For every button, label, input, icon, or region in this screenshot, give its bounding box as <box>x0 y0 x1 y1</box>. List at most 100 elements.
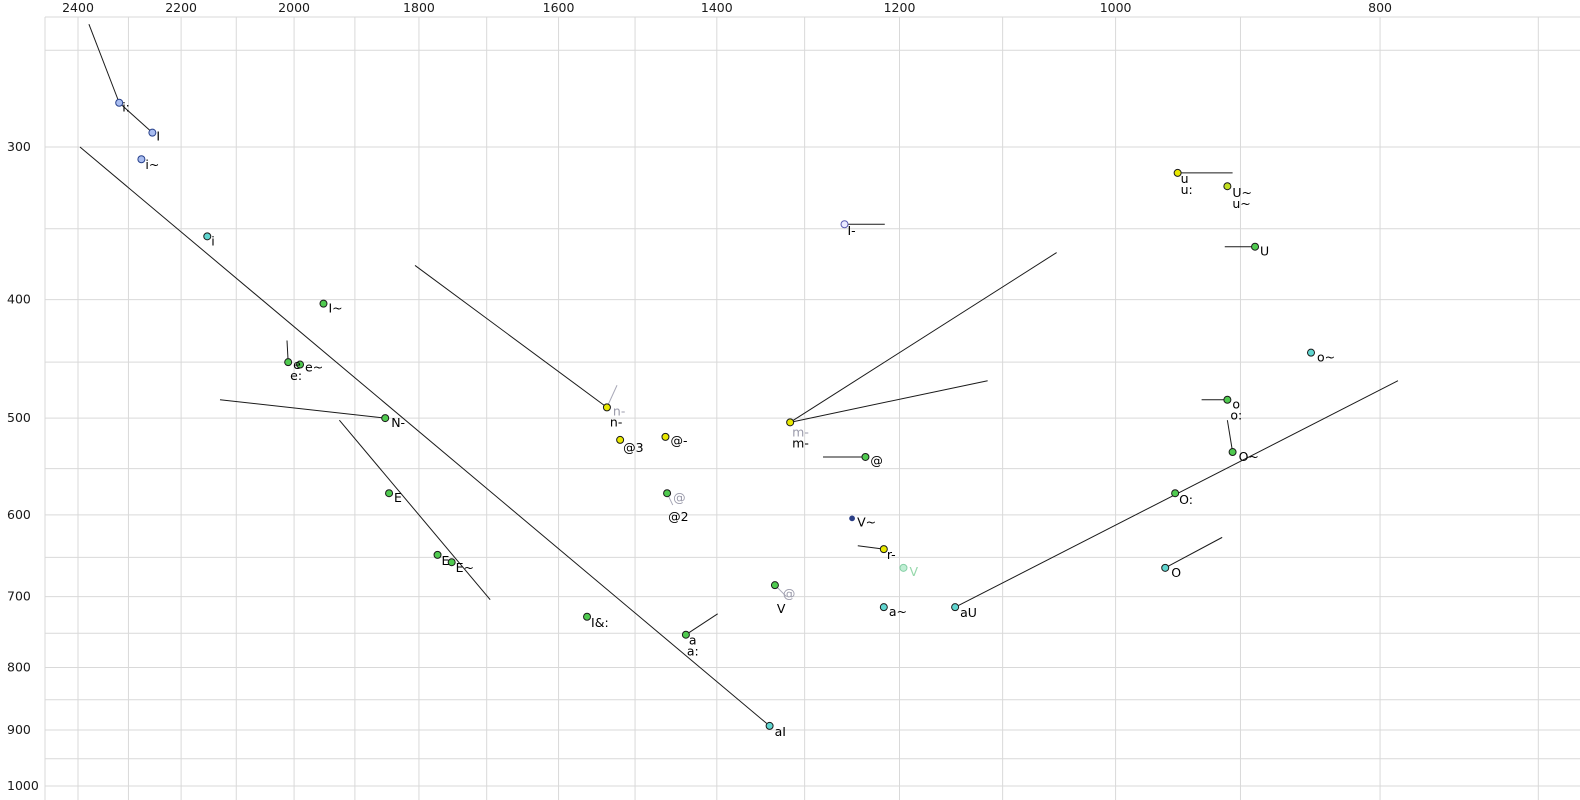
data-point-I <box>148 128 157 137</box>
point-label-I_dash-20: I- <box>848 223 856 238</box>
x-tick-label-800: 800 <box>1368 0 1392 15</box>
data-point-schwa3 <box>616 435 625 444</box>
data-point-U <box>1251 242 1260 251</box>
point-label-i_nasal-2: i~ <box>145 157 159 172</box>
data-point-schwa_dash <box>661 432 670 441</box>
x-tick-label-2000: 2000 <box>278 0 310 15</box>
data-point-schwa <box>861 452 870 461</box>
trajectory-line-0 <box>88 23 120 103</box>
data-point-i_nasal <box>137 155 146 164</box>
data-point-E_nasal <box>447 558 456 567</box>
point-label-V_nasal-22: V~ <box>857 514 876 529</box>
point-label-I-1: I <box>156 129 160 144</box>
trajectory-line-21 <box>1164 536 1223 569</box>
data-point-N_syl <box>381 414 390 423</box>
data-point-O_long <box>1171 489 1180 498</box>
point-label-o-40: o: <box>1230 408 1242 423</box>
point-label-a-29: a <box>689 633 697 648</box>
data-point-i_long <box>115 98 124 107</box>
data-point-O_nasal <box>1228 448 1237 457</box>
data-point-V <box>770 581 779 590</box>
point-label-u-33: u <box>1181 171 1189 186</box>
point-label-o-39: o <box>1232 397 1240 412</box>
data-point-aI <box>765 721 774 730</box>
data-point-aU <box>951 603 960 612</box>
point-label-N_syl-8: N- <box>391 415 405 430</box>
data-point-Iamp <box>583 612 592 621</box>
x-tick-label-1400: 1400 <box>701 0 733 15</box>
data-point-o_nasal <box>1307 348 1316 357</box>
x-tick-label-2400: 2400 <box>62 0 94 15</box>
point-label-a_nasal-27: a~ <box>889 604 907 619</box>
x-tick-label-1600: 1600 <box>543 0 575 15</box>
point-label-Iamp-31: I&: <box>591 615 609 630</box>
trajectory-line-14 <box>685 613 718 636</box>
data-point-U_nasal <box>1223 182 1232 191</box>
data-point-a <box>681 630 690 639</box>
data-point-E2 <box>433 550 442 559</box>
point-label-U_nasal-36: u~ <box>1232 196 1250 211</box>
point-label-m_syl-19: m- <box>792 435 809 450</box>
data-point-u <box>1173 168 1182 177</box>
point-label-V-25: @ <box>783 586 796 601</box>
point-label-schwa2-17: @2 <box>668 509 688 524</box>
trajectory-line-3 <box>219 399 386 419</box>
point-label-aU-28: aU <box>960 605 977 620</box>
x-tick-label-1800: 1800 <box>403 0 435 15</box>
point-label-O_nasal-41: O~ <box>1239 449 1259 464</box>
point-label-n_syl-12: n- <box>613 403 625 418</box>
point-label-a-30: a: <box>687 644 699 659</box>
data-point-I_nasal <box>319 299 328 308</box>
point-label-aI-32: aI <box>775 724 786 739</box>
y-tick-label-700: 700 <box>7 589 31 604</box>
data-point-I_dash <box>840 220 849 229</box>
data-point-e <box>284 358 293 367</box>
point-label-r_syl-23: r- <box>887 547 896 562</box>
trajectory-line-10 <box>790 380 988 423</box>
point-label-e_nasal-7: e~ <box>305 360 323 375</box>
point-label-schwa2-16: @ <box>673 490 686 505</box>
point-label-schwa3-14: @3 <box>623 440 643 455</box>
data-point-i <box>203 232 212 241</box>
data-point-o <box>1223 395 1232 404</box>
trajectory-line-20 <box>1226 420 1234 453</box>
point-label-e-6: e: <box>290 368 302 383</box>
point-label-U-37: U <box>1260 244 1269 259</box>
y-tick-label-400: 400 <box>7 292 31 307</box>
point-label-V-26: V <box>777 601 786 616</box>
point-label-E_nasal-11: E~ <box>456 560 474 575</box>
data-point-O <box>1161 563 1170 572</box>
data-point-r_syl <box>879 545 888 554</box>
point-label-schwa-21: @ <box>870 453 883 468</box>
data-point-n_syl <box>602 403 611 412</box>
trajectory-line-2 <box>79 146 770 727</box>
point-label-E1-9: E <box>394 490 402 505</box>
point-label-i-3: i <box>211 233 214 248</box>
trajectory-line-13 <box>857 545 884 550</box>
trajectory-line-5 <box>414 265 608 408</box>
data-point-schwa2 <box>663 489 672 498</box>
point-label-m_syl-18: m- <box>792 424 809 439</box>
x-tick-label-1000: 1000 <box>1100 0 1132 15</box>
x-tick-label-1200: 1200 <box>884 0 916 15</box>
data-point-V_faded <box>899 563 908 572</box>
trajectory-line-9 <box>789 252 1057 423</box>
y-tick-label-800: 800 <box>7 660 31 675</box>
y-tick-label-300: 300 <box>7 139 31 154</box>
trajectory-line-1 <box>118 102 153 134</box>
point-label-O_long-42: O: <box>1179 492 1193 507</box>
x-tick-label-2200: 2200 <box>165 0 197 15</box>
point-label-I_nasal-4: I~ <box>328 301 342 316</box>
point-label-i_long-0: i: <box>122 100 130 115</box>
point-label-O-43: O <box>1171 565 1181 580</box>
trajectory-line-7 <box>606 385 618 408</box>
point-label-schwa_dash-15: @- <box>670 433 687 448</box>
data-point-a_nasal <box>879 603 888 612</box>
point-label-u-34: u: <box>1181 182 1193 197</box>
point-label-e-5: e <box>293 357 301 372</box>
point-label-n_syl-13: n- <box>610 414 622 429</box>
point-label-o_nasal-38: o~ <box>1317 350 1335 365</box>
data-point-m_syl <box>786 418 795 427</box>
